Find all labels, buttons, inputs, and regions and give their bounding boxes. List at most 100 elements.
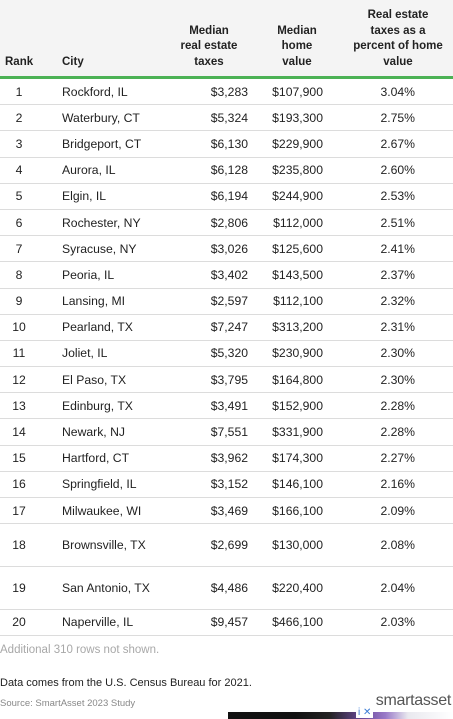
cell-city: Aurora, IL bbox=[62, 163, 116, 178]
cell-taxes: $6,194 bbox=[210, 189, 248, 204]
cell-taxes: $3,402 bbox=[210, 267, 248, 282]
cell-rank: 13 bbox=[12, 398, 26, 413]
cell-home: $112,100 bbox=[273, 294, 323, 309]
cell-city: Hartford, CT bbox=[62, 451, 130, 466]
cell-pct: 2.37% bbox=[380, 267, 415, 282]
cell-pct: 2.30% bbox=[380, 372, 415, 387]
study-source: Source: SmartAsset 2023 Study bbox=[0, 698, 136, 709]
cell-rank: 6 bbox=[15, 215, 23, 230]
cell-pct: 2.32% bbox=[380, 294, 415, 309]
cell-pct: 2.75% bbox=[380, 110, 415, 125]
cell-home: $220,400 bbox=[272, 580, 323, 595]
table-row: 7 Syracuse, NY $3,026 $125,600 2.41% bbox=[0, 236, 453, 263]
cell-pct: 2.53% bbox=[380, 189, 415, 204]
table-row: 12 El Paso, TX $3,795 $164,800 2.30% bbox=[0, 367, 453, 394]
header-line: home bbox=[281, 40, 313, 52]
cell-home: $235,800 bbox=[272, 163, 323, 178]
cell-city: San Antonio, TX bbox=[62, 580, 150, 595]
table-row: 17 Milwaukee, WI $3,469 $166,100 2.09% bbox=[0, 498, 453, 525]
cell-home: $229,900 bbox=[272, 136, 323, 151]
table-row: 20 Naperville, IL $9,457 $466,100 2.03% bbox=[0, 610, 453, 636]
cell-city: Newark, NJ bbox=[62, 425, 125, 440]
cell-rank: 14 bbox=[12, 425, 26, 440]
cell-rank: 17 bbox=[12, 503, 26, 518]
header-rank[interactable]: Rank bbox=[5, 55, 34, 68]
header-line: Real estate bbox=[367, 9, 429, 21]
cell-taxes: $3,283 bbox=[210, 84, 248, 99]
cell-city: Waterbury, CT bbox=[62, 110, 140, 125]
cell-taxes: $5,320 bbox=[210, 346, 248, 361]
cell-pct: 2.67% bbox=[380, 136, 415, 151]
header-line: value bbox=[383, 55, 413, 68]
cell-city: Bridgeport, CT bbox=[62, 136, 142, 151]
table-row: 15 Hartford, CT $3,962 $174,300 2.27% bbox=[0, 446, 453, 472]
cell-city: Brownsville, TX bbox=[62, 538, 146, 553]
cell-taxes: $4,486 bbox=[210, 580, 248, 595]
cell-city: Pearland, TX bbox=[62, 320, 133, 335]
header-city[interactable]: City bbox=[62, 55, 84, 68]
ad-banner[interactable] bbox=[228, 712, 453, 719]
cell-rank: 15 bbox=[12, 451, 26, 466]
cell-city: Syracuse, NY bbox=[62, 241, 137, 256]
table-row: 16 Springfield, IL $3,152 $146,100 2.16% bbox=[0, 472, 453, 498]
cell-city: Naperville, IL bbox=[62, 615, 134, 630]
cell-city: Joliet, IL bbox=[62, 346, 108, 361]
cell-city: Springfield, IL bbox=[62, 477, 137, 492]
cell-taxes: $2,806 bbox=[210, 215, 248, 230]
cell-home: $193,300 bbox=[272, 110, 323, 125]
cell-home: $164,800 bbox=[272, 372, 323, 387]
data-source-note: Data comes from the U.S. Census Bureau f… bbox=[0, 677, 252, 689]
cell-rank: 9 bbox=[15, 294, 23, 309]
cell-rank: 2 bbox=[15, 110, 23, 125]
cell-taxes: $7,551 bbox=[210, 425, 248, 440]
cell-rank: 5 bbox=[15, 189, 23, 204]
cell-home: $230,900 bbox=[272, 346, 323, 361]
smartasset-logo[interactable]: smartasset bbox=[375, 692, 452, 709]
header-median-taxes[interactable]: Median real estate taxes bbox=[168, 24, 250, 71]
ad-choices-icon[interactable]: i ✕ bbox=[358, 707, 372, 718]
cell-rank: 19 bbox=[12, 580, 26, 595]
table-row: 14 Newark, NJ $7,551 $331,900 2.28% bbox=[0, 419, 453, 446]
table-row: 8 Peoria, IL $3,402 $143,500 2.37% bbox=[0, 262, 453, 289]
cell-pct: 2.30% bbox=[380, 346, 415, 361]
cell-city: Rockford, IL bbox=[62, 84, 128, 99]
cell-rank: 8 bbox=[15, 267, 23, 282]
cell-home: $152,900 bbox=[272, 398, 323, 413]
cell-taxes: $2,699 bbox=[210, 538, 248, 553]
cell-home: $112,000 bbox=[273, 215, 323, 230]
cell-pct: 2.27% bbox=[380, 451, 415, 466]
data-table: Rank City Median real estate taxes Media… bbox=[0, 0, 453, 636]
table-header: Rank City Median real estate taxes Media… bbox=[0, 0, 453, 79]
cell-pct: 2.16% bbox=[380, 477, 415, 492]
cell-rank: 7 bbox=[15, 241, 23, 256]
cell-rank: 20 bbox=[12, 615, 26, 630]
cell-rank: 16 bbox=[12, 477, 26, 492]
cell-taxes: $3,152 bbox=[210, 477, 248, 492]
cell-taxes: $9,457 bbox=[210, 615, 248, 630]
cell-home: $174,300 bbox=[272, 451, 323, 466]
table-row: 6 Rochester, NY $2,806 $112,000 2.51% bbox=[0, 210, 453, 237]
cell-pct: 2.04% bbox=[380, 580, 415, 595]
cell-home: $244,900 bbox=[272, 189, 323, 204]
cell-pct: 2.09% bbox=[380, 503, 415, 518]
table-row: 19 San Antonio, TX $4,486 $220,400 2.04% bbox=[0, 567, 453, 610]
cell-city: Peoria, IL bbox=[62, 267, 115, 282]
header-line: taxes bbox=[194, 55, 224, 68]
cell-rank: 10 bbox=[12, 320, 26, 335]
cell-rank: 18 bbox=[12, 538, 26, 553]
cell-taxes: $3,491 bbox=[210, 398, 248, 413]
cell-taxes: $7,247 bbox=[210, 320, 248, 335]
ad-close-icon[interactable]: i ✕ bbox=[356, 707, 374, 718]
cell-rank: 3 bbox=[15, 136, 23, 151]
cell-city: Lansing, MI bbox=[62, 294, 126, 309]
table-row: 1 Rockford, IL $3,283 $107,900 3.04% bbox=[0, 79, 453, 106]
table-row: 2 Waterbury, CT $5,324 $193,300 2.75% bbox=[0, 105, 453, 132]
table-row: 5 Elgin, IL $6,194 $244,900 2.53% bbox=[0, 184, 453, 210]
cell-home: $331,900 bbox=[272, 425, 323, 440]
cell-home: $107,900 bbox=[272, 84, 323, 99]
table-body: 1 Rockford, IL $3,283 $107,900 3.04% 2 Waterbu… bbox=[0, 79, 453, 636]
table-row: 10 Pearland, TX $7,247 $313,200 2.31% bbox=[0, 315, 453, 341]
header-tax-percent[interactable]: Real estate taxes as a percent of home v… bbox=[342, 8, 453, 70]
header-line: Median bbox=[277, 24, 317, 37]
header-median-home-value[interactable]: Median home value bbox=[262, 24, 332, 71]
